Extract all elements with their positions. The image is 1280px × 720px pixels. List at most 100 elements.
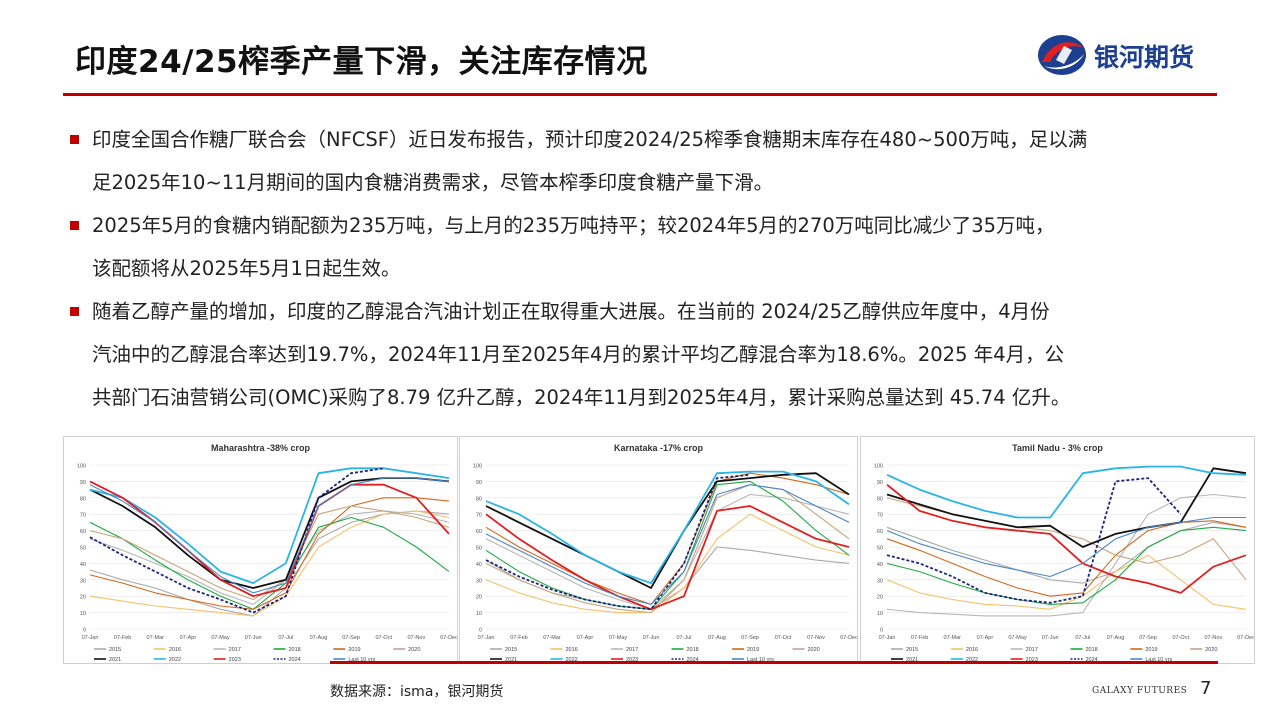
series-line-2016	[886, 554, 1247, 610]
y-tick-label: 70	[877, 513, 883, 519]
series-line-2020	[89, 505, 450, 601]
y-tick-label: 0	[83, 628, 86, 634]
x-tick-label: 07-Oct	[375, 635, 392, 641]
series-line-2017	[485, 493, 850, 610]
y-tick-label: 30	[476, 578, 482, 584]
x-tick-label: 07-Sep	[1139, 635, 1157, 641]
y-tick-label: 90	[80, 480, 86, 486]
x-tick-label: 07-Feb	[114, 635, 131, 641]
series-line-2020	[485, 484, 850, 614]
y-tick-label: 90	[877, 480, 883, 486]
x-tick-label: 07-Jul	[278, 635, 293, 641]
bullet-item-2: 2025年5月的食糖内销配额为235万吨，与上月的235万吨持平；较2024年5…	[66, 204, 1226, 290]
y-tick-label: 100	[77, 464, 86, 470]
chart-panel-tamil-nadu: Tamil Nadu - 3% crop 0 10 20 30 40 50 60 70 80 90 1…	[860, 436, 1255, 664]
x-tick-label: 07-May	[211, 635, 230, 641]
y-tick-label: 0	[880, 628, 883, 634]
x-tick-label: 07-Feb	[911, 635, 928, 641]
legend-label: 2023	[229, 657, 241, 663]
x-tick-label: 07-Sep	[741, 635, 759, 641]
y-tick-label: 60	[476, 529, 482, 535]
y-tick-label: 0	[479, 628, 482, 634]
y-tick-label: 70	[476, 513, 482, 519]
bullet-marker-icon	[70, 307, 79, 316]
bullet-marker-icon	[70, 221, 79, 230]
x-tick-label: 07-Mar	[147, 635, 165, 641]
x-tick-label: 07-Jun	[1042, 635, 1059, 641]
bullet-list: 印度全国合作糖厂联合会（NFCSF）近日发布报告，预计印度2024/25榨季食糖…	[66, 118, 1226, 419]
chart-title: Karnataka -17% crop	[614, 443, 704, 453]
series-line-2024	[886, 477, 1182, 604]
legend-label: 2021	[906, 657, 918, 663]
series-line-2022	[485, 470, 850, 584]
legend-label: 2020	[808, 647, 820, 653]
legend-label: 2018	[289, 647, 301, 653]
x-tick-label: 07-Jun	[643, 635, 660, 641]
series-line-last-10-yrs	[89, 477, 450, 594]
legend-label: 2016	[169, 647, 181, 653]
x-tick-label: 07-Dec	[1237, 635, 1254, 641]
y-tick-label: 10	[476, 611, 482, 617]
y-tick-label: 90	[476, 480, 482, 486]
x-tick-label: 07-Jul	[1075, 635, 1090, 641]
legend-label: 2024	[289, 657, 301, 663]
x-tick-label: 07-Oct	[775, 635, 792, 641]
y-tick-label: 20	[476, 595, 482, 601]
y-tick-label: 10	[80, 611, 86, 617]
chart-panel-maharashtra: Maharashtra -38% crop 0 10 20 30 40 50 60 70 80 90…	[63, 436, 458, 664]
legend-label: 2015	[906, 647, 918, 653]
legend-label: 2018	[1086, 647, 1098, 653]
x-tick-label: 07-Jan	[82, 635, 99, 641]
y-tick-label: 80	[877, 496, 883, 502]
x-tick-label: 07-May	[609, 635, 628, 641]
y-tick-label: 10	[877, 611, 883, 617]
x-tick-label: 07-Dec	[840, 635, 857, 641]
x-tick-label: 07-May	[1008, 635, 1027, 641]
bullet-1-line-2: 足2025年10~11月期间的国内食糖消费需求，尽管本榨季印度食糖产量下滑。	[92, 171, 774, 194]
legend-label: Last 10 yrs	[1145, 657, 1172, 663]
series-line-2018	[89, 516, 450, 610]
tamil-nadu-chart: Tamil Nadu - 3% crop 0 10 20 30 40 50 60 70 80 90 1…	[874, 443, 1254, 663]
footer-brand: GALAXY FUTURES	[1092, 686, 1188, 696]
data-source-note: 数据来源：isma，银河期货	[330, 684, 504, 700]
bullet-marker-icon	[70, 135, 79, 144]
x-tick-label: 07-Mar	[944, 635, 962, 641]
x-tick-label: 07-Feb	[510, 635, 527, 641]
page-title: 印度24/25榨季产量下滑，关注库存情况	[75, 44, 648, 80]
legend-label: 2017	[626, 647, 638, 653]
series-line-2023	[485, 505, 850, 611]
bullet-2-line-2: 该配额将从2025年5月1日起生效。	[92, 257, 401, 280]
y-tick-label: 80	[80, 496, 86, 502]
y-tick-label: 50	[877, 546, 883, 552]
galaxy-logo-icon	[1038, 35, 1086, 75]
galaxy-futures-logo	[1034, 32, 1224, 78]
legend-label: 2019	[1145, 647, 1157, 653]
chart-title: Tamil Nadu - 3% crop	[1012, 443, 1103, 453]
legend-label: 2023	[626, 657, 638, 663]
series-line-2022	[89, 467, 450, 584]
bullet-item-3: 随着乙醇产量的增加，印度的乙醇混合汽油计划正在取得重大进展。在当前的 2024/…	[66, 290, 1226, 419]
y-tick-label: 40	[80, 562, 86, 568]
legend-label: Last 10 yrs	[747, 657, 774, 663]
x-tick-label: 07-Jan	[478, 635, 495, 641]
title-divider	[63, 93, 1217, 96]
series-line-2019	[485, 472, 850, 605]
x-tick-label: 07-Apr	[577, 635, 594, 641]
y-tick-label: 60	[80, 529, 86, 535]
maharashtra-chart: Maharashtra -38% crop 0 10 20 30 40 50 60 70 80 90…	[77, 443, 457, 663]
series-line-2024	[485, 473, 751, 611]
x-tick-label: 07-Dec	[440, 635, 457, 641]
series-line-2021	[485, 472, 850, 589]
series-line-2021	[886, 467, 1247, 548]
karnataka-chart: Karnataka -17% crop 0 10 20 30 40 50 60 70 80 90 10…	[473, 443, 857, 663]
legend-label: 2017	[1026, 647, 1038, 653]
y-tick-label: 50	[476, 546, 482, 552]
x-tick-label: 07-Sep	[342, 635, 360, 641]
legend-label: 2015	[505, 647, 517, 653]
series-line-2015	[886, 521, 1247, 584]
legend-label: Last 10 yrs	[348, 657, 375, 663]
y-tick-label: 70	[80, 513, 86, 519]
logo-text: 银河期货	[1094, 43, 1195, 72]
page-number: 7	[1200, 678, 1212, 699]
y-tick-label: 50	[80, 546, 86, 552]
